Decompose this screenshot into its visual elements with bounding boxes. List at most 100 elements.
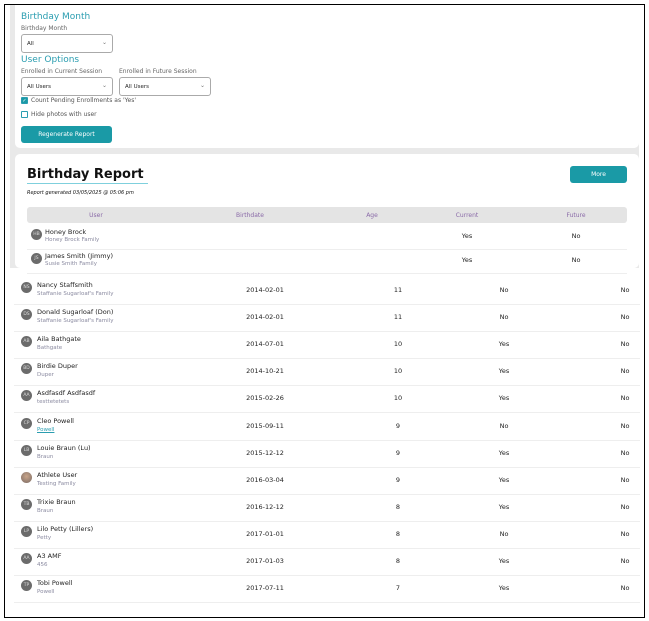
future-value: No [620, 584, 630, 593]
user-name[interactable]: Cleo Powell [37, 416, 74, 425]
current-value: Yes [461, 256, 473, 264]
avatar: DS [21, 309, 32, 321]
user-name[interactable]: Tobi Powell [37, 579, 73, 588]
birthday-month-value: All [27, 41, 34, 47]
table-row [27, 250, 627, 274]
future-session-value: All Users [125, 84, 149, 90]
regenerate-report-button[interactable]: Regenerate Report [21, 126, 112, 143]
current-value: Yes [498, 475, 510, 484]
age-value: 9 [395, 421, 401, 430]
birthdate-value: 2014-02-01 [246, 286, 284, 294]
current-session-value: All Users [27, 84, 51, 90]
user-name[interactable]: Asdfasdf Asdfasdf [37, 389, 96, 398]
column-header-birthdate[interactable]: Birthdate [236, 212, 264, 219]
user-options-heading: User Options [21, 55, 80, 65]
family-name: Staffanie Sugarloaf's Family [37, 318, 114, 325]
chevron-down-icon: ⌄ [199, 82, 205, 89]
user-name[interactable]: Lilo Petty (Lillers) [37, 524, 94, 533]
future-value: No [620, 448, 630, 457]
current-value: No [499, 529, 509, 538]
current-value: Yes [498, 584, 510, 593]
more-button[interactable]: More [570, 166, 627, 183]
user-name[interactable]: Nancy Staffsmith [37, 281, 93, 289]
user-name[interactable]: James Smith (Jimmy) [45, 252, 113, 260]
current-value: No [499, 421, 509, 430]
avatar: HB [31, 229, 42, 240]
family-link[interactable]: Powell [37, 426, 55, 433]
filter-panel [15, 5, 639, 148]
table-row [14, 468, 640, 495]
future-value: No [620, 421, 630, 430]
avatar: NS [21, 282, 32, 293]
avatar: CP [21, 417, 32, 429]
user-name[interactable]: Athlete User [37, 470, 78, 479]
table-row [14, 332, 640, 360]
age-value: 8 [395, 529, 401, 538]
age-value: 11 [393, 313, 403, 322]
user-name[interactable]: Honey Brock [45, 228, 87, 236]
table-row [14, 576, 640, 604]
family-name: Braun [37, 453, 54, 460]
avatar: LB [21, 444, 32, 456]
future-value: No [620, 313, 630, 322]
title-underline [27, 183, 148, 184]
age-value: 9 [395, 448, 401, 457]
birthday-section-heading: Birthday Month [21, 12, 91, 22]
avatar: AA [21, 553, 32, 564]
future-value: No [620, 286, 630, 294]
table-row [14, 278, 640, 305]
avatar: LP [21, 525, 32, 537]
family-name: testtetetets [37, 399, 70, 406]
user-name[interactable]: Trixie Braun [37, 497, 76, 506]
current-session-label: Enrolled in Current Session [21, 68, 103, 75]
current-value: No [499, 313, 509, 322]
table-row [14, 386, 640, 414]
current-value: Yes [498, 394, 510, 403]
user-name[interactable]: Aila Bathgate [37, 335, 81, 344]
birthday-month-label: Birthday Month [21, 25, 68, 32]
column-header-user[interactable]: User [89, 212, 103, 219]
family-name: Petty [37, 534, 52, 541]
column-header-current[interactable]: Current [455, 212, 479, 219]
family-name: Susie Smith Family [45, 261, 97, 267]
table-row [14, 522, 640, 549]
age-value: 8 [395, 557, 401, 565]
birthdate-value: 2017-07-11 [246, 584, 284, 593]
hide-photos-checkbox[interactable] [21, 111, 28, 118]
future-session-select[interactable]: All Users ⌄ [119, 77, 211, 96]
table-row [14, 495, 640, 522]
family-name: Staffanie Sugarloaf's Family [37, 291, 114, 297]
count-pending-checkbox[interactable]: ✓ [21, 97, 28, 104]
age-value: 10 [393, 394, 403, 403]
age-value: 8 [395, 502, 401, 511]
table-row [14, 305, 640, 333]
future-value: No [620, 529, 630, 538]
current-value: Yes [498, 502, 510, 511]
future-value: No [620, 557, 630, 565]
birthdate-value: 2014-02-01 [246, 313, 284, 322]
column-header-future[interactable]: Future [566, 212, 586, 219]
age-value: 9 [395, 475, 401, 484]
birthdate-value: 2015-12-12 [246, 448, 284, 457]
future-value: No [620, 367, 630, 376]
table-row [14, 549, 640, 576]
age-value: 10 [393, 367, 403, 376]
chevron-down-icon: ⌄ [101, 82, 107, 89]
family-name: Duper [37, 372, 54, 379]
user-name[interactable]: Birdie Duper [37, 362, 78, 371]
user-name[interactable]: Louie Braun (Lu) [37, 443, 91, 452]
birthdate-value: 2016-12-12 [246, 502, 284, 511]
family-name: Braun [37, 507, 54, 514]
birthday-month-select[interactable]: All ⌄ [21, 34, 113, 53]
user-name[interactable]: A3 AMF [37, 552, 62, 560]
column-header-age[interactable]: Age [366, 212, 378, 219]
current-value: Yes [498, 557, 510, 565]
user-name[interactable]: Donald Sugarloaf (Don) [37, 308, 114, 317]
current-session-select[interactable]: All Users ⌄ [21, 77, 113, 96]
current-value: Yes [498, 448, 510, 457]
table-row [14, 414, 640, 441]
avatar: AB [21, 336, 32, 348]
avatar: JS [31, 253, 42, 264]
future-value: No [620, 394, 630, 403]
table-header: User Birthdate Age Current Future [27, 207, 627, 223]
